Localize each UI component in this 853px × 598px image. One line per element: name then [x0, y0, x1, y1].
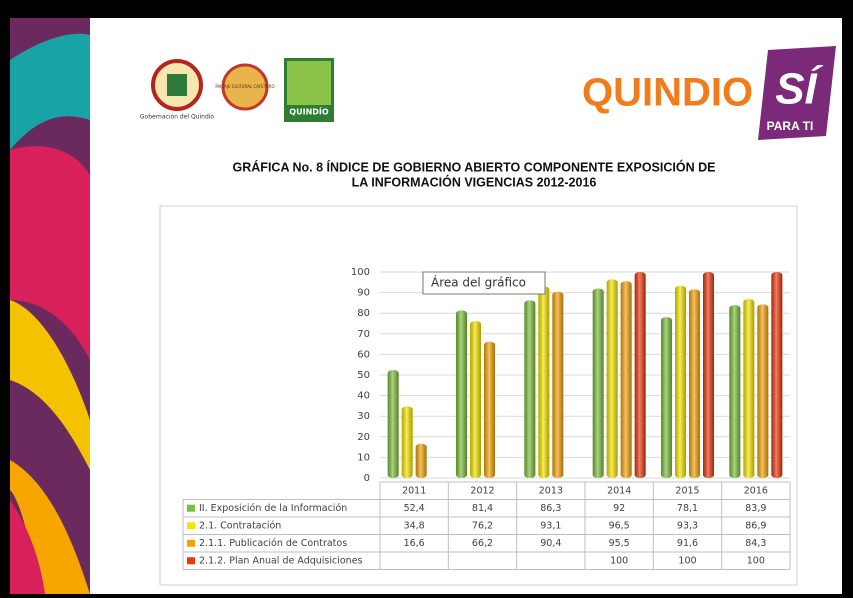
x-tick-label: 2014	[607, 485, 631, 496]
table-value: 91,6	[677, 538, 698, 549]
brand-si: SÍ	[775, 64, 823, 114]
bar-shade	[675, 285, 686, 478]
table-value: 100	[747, 555, 765, 566]
bar-shade	[524, 300, 536, 478]
table-value: 52,4	[404, 503, 425, 514]
table-value: 66,2	[472, 538, 493, 549]
brand-box	[758, 46, 836, 140]
chart-title: GRÁFICA No. 8 ÍNDICE DE GOBIERNO ABIERTO…	[233, 159, 716, 174]
y-tick-label: 40	[357, 391, 370, 402]
x-tick-label: 2015	[675, 485, 699, 496]
badge-text: QUINDÍO	[289, 106, 329, 117]
bar-shade	[634, 272, 646, 478]
coffee-logo	[221, 63, 269, 111]
chart-title: LA INFORMACIÓN VIGENCIAS 2012-2016	[352, 174, 597, 189]
brand-tagline: PARA TI	[767, 119, 814, 133]
bar-shade	[456, 310, 467, 478]
legend-swatch	[187, 522, 195, 530]
bar-shade	[484, 341, 495, 478]
bar-shade	[743, 298, 755, 478]
bar-shade	[470, 321, 481, 478]
legend-label: 2.1.1. Publicación de Contratos	[199, 538, 347, 549]
tooltip-text: Área del gráfico	[431, 275, 526, 290]
table-value: 84,3	[745, 538, 766, 549]
table-value: 34,8	[404, 520, 425, 531]
bar-shade	[620, 281, 632, 478]
logos: Gobernación del Quindío PAISAJE CULTURAL…	[140, 46, 836, 140]
bar-shade	[387, 370, 399, 478]
decoration	[10, 18, 90, 594]
table-value: 92	[613, 503, 625, 514]
table-value: 86,3	[540, 503, 561, 514]
table-value: 96,5	[609, 520, 630, 531]
bar-shade	[661, 317, 672, 478]
tooltip	[422, 271, 546, 295]
plot: 0 10 20 30 40 50 60 70 80 90 100 2011 2012 2013 2014 20…	[182, 267, 791, 570]
y-tick-label: 80	[357, 308, 370, 319]
y-tick-label: 30	[357, 411, 370, 422]
bar-shade	[401, 406, 413, 478]
bar-shade	[689, 289, 700, 478]
logo-caption: Gobernación del Quindío	[140, 114, 215, 121]
bar-shade	[771, 272, 783, 478]
badge-image	[287, 61, 331, 105]
table-value: 83,9	[745, 503, 766, 514]
x-tick-label: 2013	[539, 485, 563, 496]
legend-swatch	[187, 504, 195, 512]
bar-shade	[592, 288, 604, 478]
bar-shade	[415, 443, 427, 478]
legend-label: 2.1.2. Plan Anual de Adquisiciones	[199, 555, 363, 566]
x-tick-label: 2016	[744, 485, 768, 496]
table-value: 95,5	[609, 538, 630, 549]
y-tick-label: 90	[357, 288, 370, 299]
bar-shade	[538, 286, 550, 478]
table-value: 16,6	[404, 538, 425, 549]
table-value: 81,4	[472, 503, 493, 514]
table-value: 100	[610, 555, 628, 566]
y-tick-label: 50	[357, 370, 370, 381]
bar-shade	[703, 272, 714, 478]
x-tick-label: 2011	[402, 485, 426, 496]
bar-shade	[757, 304, 769, 478]
seal-icon	[167, 74, 187, 96]
brand: QUINDIO	[582, 71, 753, 115]
y-tick-label: 60	[357, 349, 370, 360]
legend-swatch	[187, 539, 195, 547]
table-value: 93,3	[677, 520, 698, 531]
y-tick-label: 0	[364, 473, 370, 484]
seal-text: PAISAJE CULTURAL CAFETERO	[215, 84, 274, 89]
table-value: 86,9	[745, 520, 766, 531]
table-value: 78,1	[677, 503, 698, 514]
table-value: 76,2	[472, 520, 493, 531]
y-tick-label: 100	[351, 267, 370, 278]
y-tick-label: 70	[357, 329, 370, 340]
bar-shade	[552, 291, 564, 478]
bar-shade	[729, 305, 741, 478]
legend-label: 2.1. Contratación	[199, 520, 281, 531]
legend-swatch	[187, 557, 195, 565]
y-tick-label: 20	[357, 432, 370, 443]
table-value: 93,1	[540, 520, 561, 531]
legend-label: II. Exposición de la Información	[199, 503, 347, 514]
x-tick-label: 2012	[470, 485, 494, 496]
table-value: 100	[678, 555, 696, 566]
y-tick-label: 10	[357, 452, 370, 463]
table-value: 90,4	[540, 538, 561, 549]
bar-shade	[606, 279, 618, 478]
